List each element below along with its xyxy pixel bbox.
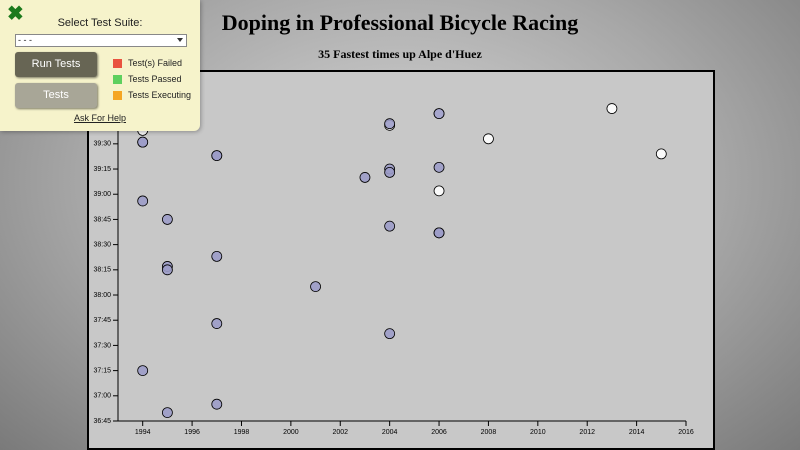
- x-tick-label: 1994: [135, 429, 151, 436]
- x-tick-label: 2016: [678, 429, 694, 436]
- data-point: [433, 108, 445, 119]
- legend-swatch: [113, 75, 122, 85]
- data-point: [384, 118, 396, 130]
- close-button[interactable]: ✖: [7, 3, 24, 25]
- y-tick-label: 39:15: [93, 166, 111, 173]
- data-point: [384, 166, 396, 178]
- data-point: [137, 195, 149, 207]
- y-tick-label: 37:15: [93, 367, 111, 374]
- run-tests-button[interactable]: Run Tests: [15, 52, 97, 77]
- y-tick-label: 38:15: [93, 267, 111, 274]
- chart-subtitle: 35 Fastest times up Alpe d'Huez: [318, 47, 482, 61]
- chart-title: Doping in Professional Bicycle Racing: [222, 10, 579, 35]
- data-point: [137, 136, 149, 148]
- x-tick-label: 2002: [332, 429, 348, 436]
- data-point: [161, 264, 173, 276]
- x-tick-label: 2004: [382, 429, 398, 436]
- legend-label: Test(s) Failed: [128, 58, 183, 68]
- legend-item: Tests Passed: [113, 74, 182, 85]
- data-point: [359, 172, 371, 183]
- y-tick-label: 37:00: [93, 393, 111, 400]
- plot-frame: [87, 70, 715, 450]
- data-point: [137, 365, 149, 377]
- data-point: [433, 161, 445, 173]
- legend-item: Tests Executing: [113, 90, 192, 101]
- test-panel: ✖ Select Test Suite: - - - Run Tests Tes…: [0, 0, 200, 131]
- y-tick-label: 39:00: [93, 191, 111, 198]
- data-point: [606, 103, 618, 114]
- legend-swatch: [113, 91, 122, 101]
- help-link[interactable]: Ask For Help: [73, 113, 126, 123]
- y-tick-label: 37:30: [93, 342, 111, 349]
- data-point: [433, 227, 445, 239]
- x-tick-label: 2000: [283, 429, 299, 436]
- y-tick-label: 39:30: [93, 141, 111, 148]
- x-tick-label: 1998: [234, 429, 250, 436]
- suite-heading: Select Test Suite:: [57, 17, 143, 29]
- data-point: [211, 150, 223, 161]
- data-point: [161, 407, 173, 419]
- tests-button[interactable]: Tests: [15, 83, 97, 108]
- legend-label: Tests Executing: [128, 90, 192, 100]
- x-tick-label: 2014: [629, 429, 645, 436]
- data-point: [384, 328, 396, 340]
- data-point: [433, 185, 445, 197]
- data-point: [211, 318, 223, 329]
- data-point: [211, 250, 223, 262]
- x-tick-label: 1996: [184, 429, 200, 436]
- x-tick-label: 2010: [530, 429, 546, 436]
- y-tick-label: 36:45: [93, 418, 111, 425]
- x-tick-label: 2008: [481, 429, 497, 436]
- y-tick-label: 38:30: [93, 241, 111, 248]
- x-tick-label: 2006: [431, 429, 447, 436]
- data-point: [161, 214, 173, 225]
- y-tick-label: 38:00: [93, 292, 111, 299]
- data-point: [384, 220, 396, 232]
- x-tick-label: 2012: [579, 429, 595, 436]
- legend-label: Tests Passed: [128, 74, 182, 84]
- data-point: [310, 281, 321, 293]
- data-point: [483, 133, 494, 145]
- y-tick-label: 37:45: [93, 317, 111, 324]
- data-point: [211, 398, 223, 410]
- legend-item: Test(s) Failed: [113, 58, 183, 69]
- data-point: [655, 148, 667, 160]
- suite-select[interactable]: - - -: [15, 34, 187, 47]
- legend-swatch: [113, 59, 122, 69]
- y-tick-label: 38:45: [93, 216, 111, 223]
